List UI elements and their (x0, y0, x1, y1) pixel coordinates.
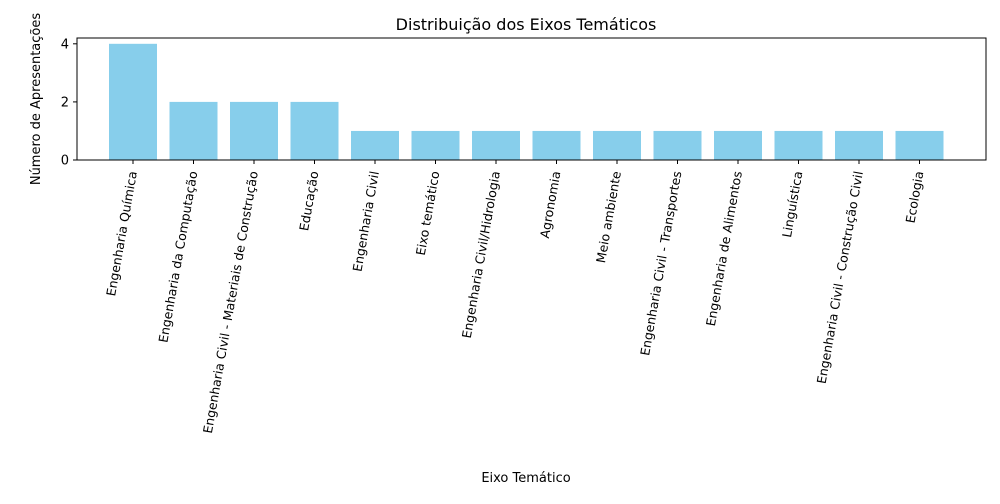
bar-5 (411, 130, 460, 160)
bars-layer (109, 43, 944, 161)
x-tick-label: Eixo temático (413, 170, 443, 257)
x-tick-label: Engenharia Civil - Construção Civil (814, 170, 866, 385)
x-axis-label: Eixo Temático (481, 471, 570, 486)
bar-7 (532, 130, 581, 160)
chart-title: Distribuição dos Eixos Temáticos (396, 15, 657, 34)
x-tick-label: Engenharia Civil - Transportes (637, 170, 684, 357)
y-axis-label: Número de Apresentações (29, 13, 44, 186)
x-tick-label: Engenharia Civil - Materiais de Construç… (200, 170, 261, 435)
plot-frame (76, 37, 987, 161)
bar-12 (835, 130, 883, 160)
bar-4 (351, 130, 399, 160)
y-axis: 0 2 4 (61, 37, 77, 169)
y-tick-label: 4 (61, 37, 69, 52)
bar-10 (714, 130, 762, 160)
bar-8 (593, 130, 641, 160)
bar-3 (290, 101, 339, 160)
x-tick-label: Engenharia Química (103, 170, 140, 297)
bar-0 (109, 43, 157, 161)
x-tick-label: Engenharia Civil (350, 170, 382, 273)
y-tick-label: 2 (61, 95, 69, 110)
bar-1 (169, 101, 218, 160)
x-tick-label: Linguística (779, 170, 805, 239)
x-tick-label: Meio ambiente (593, 170, 624, 265)
x-tick-label: Engenharia da Computação (155, 170, 200, 344)
bar-9 (653, 130, 702, 160)
x-tick-label: Ecologia (903, 170, 927, 224)
x-tick-label: Engenharia de Alimentos (703, 170, 745, 327)
bar-13 (895, 130, 944, 160)
bar-11 (774, 130, 823, 160)
x-tick-label: Engenharia Civil/Hidrologia (459, 170, 503, 339)
x-axis: Engenharia Química Engenharia da Computaç… (103, 160, 926, 434)
x-tick-label: Agronomia (537, 170, 564, 239)
y-tick-label: 0 (61, 154, 69, 169)
x-tick-label: Educação (296, 170, 321, 232)
bar-6 (472, 130, 520, 160)
bar-2 (230, 101, 278, 160)
